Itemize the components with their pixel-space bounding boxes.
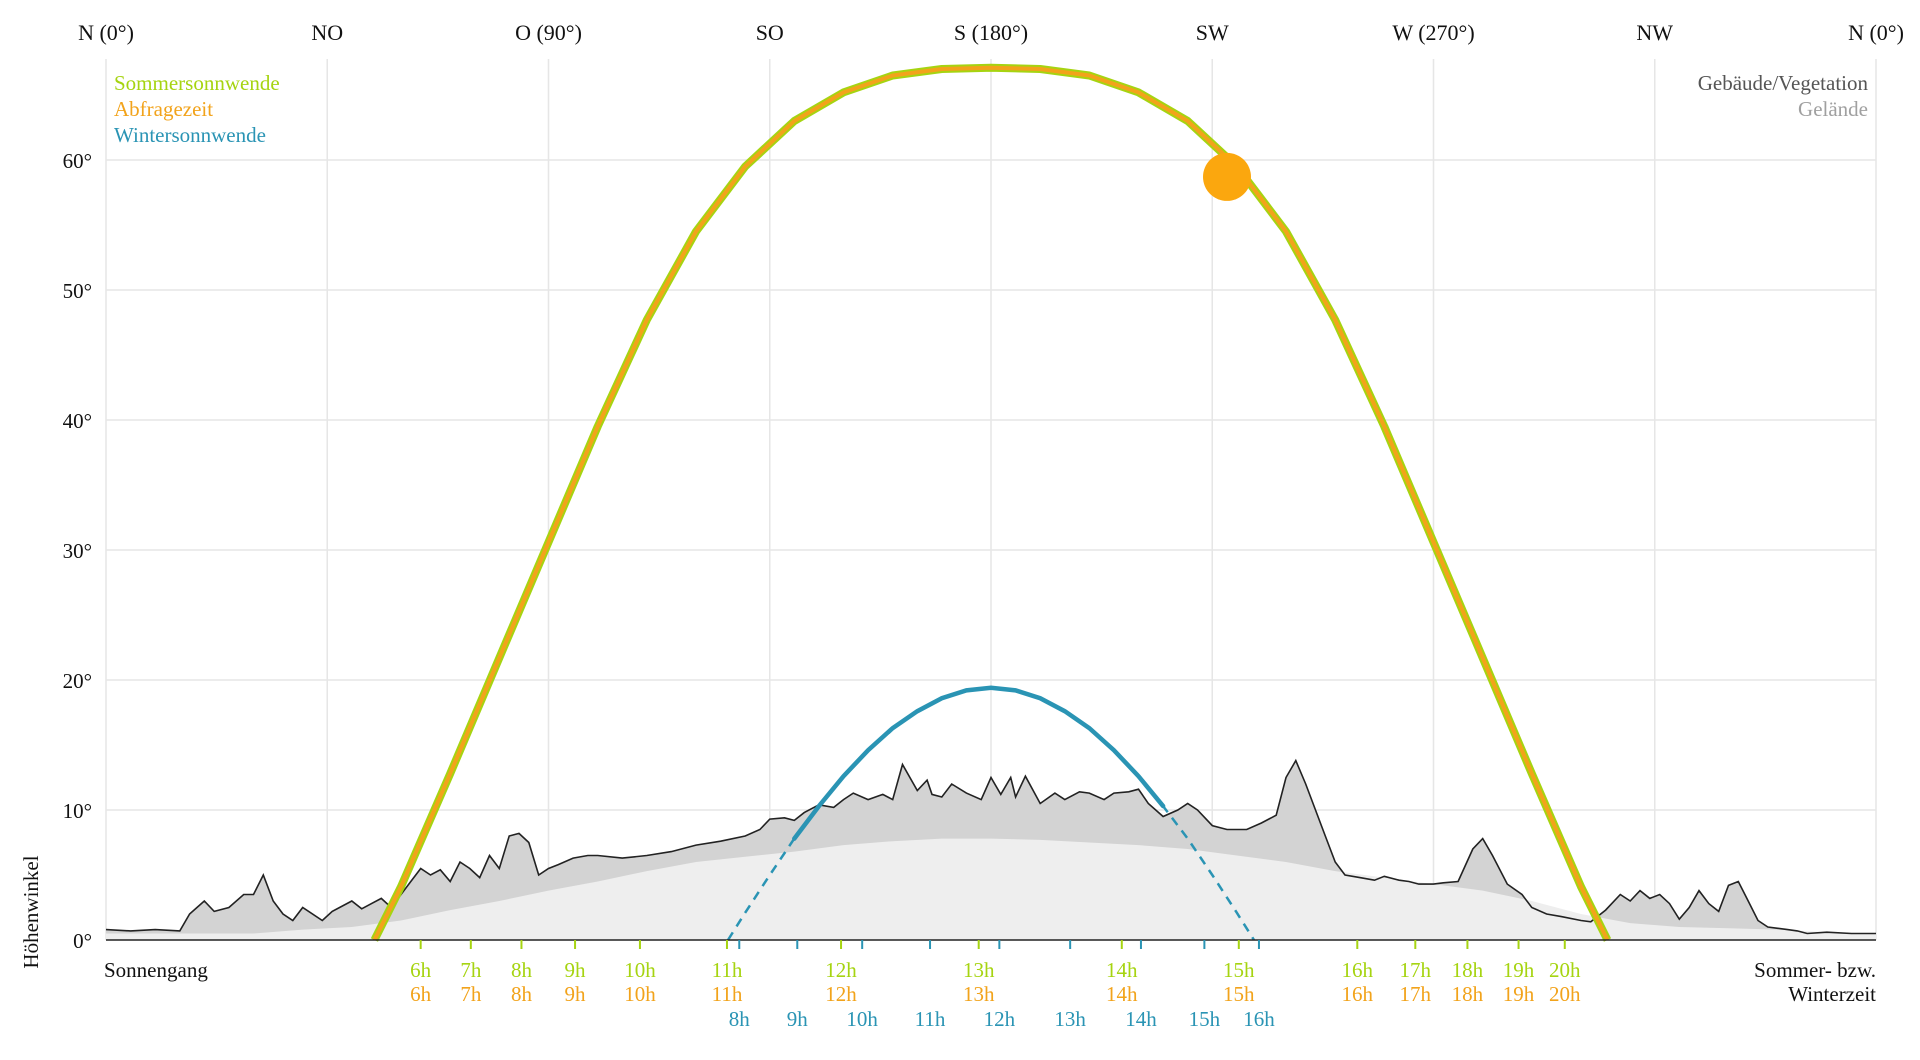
hour-label-query: 6h (410, 982, 432, 1006)
labels-layer: N (0°) NO O (90°) SO S (180°) SW W (270°) NW N (… (63, 20, 1904, 1031)
hour-label-query: 16h (1342, 982, 1374, 1006)
legend-summer: Sommersonnwende (114, 71, 280, 95)
winter-solstice-curve-visible (792, 685, 1166, 841)
legend-obstacles: Gebäude/Vegetation (1698, 71, 1869, 95)
hour-label-summer: 12h (825, 958, 857, 982)
hour-label-query: 18h (1452, 982, 1484, 1006)
direction-label: O (90°) (515, 20, 582, 45)
hour-label-summer: 10h (624, 958, 656, 982)
hour-label-winter: 9h (787, 1007, 809, 1031)
y-tick-label: 40° (63, 409, 92, 433)
hour-label-winter: 11h (915, 1007, 946, 1031)
legend-query: Abfragezeit (114, 97, 213, 121)
hour-label-query: 20h (1549, 982, 1581, 1006)
query-time-curve (372, 65, 1610, 941)
hour-label-summer: 11h (712, 958, 743, 982)
sun-position-marker (1203, 152, 1251, 201)
y-tick-label: 60° (63, 149, 92, 173)
hour-label-summer: 6h (410, 958, 432, 982)
hour-label-winter: 13h (1054, 1007, 1086, 1031)
hour-label-query: 17h (1400, 982, 1432, 1006)
hour-label-winter: 14h (1125, 1007, 1157, 1031)
direction-label: W (270°) (1392, 20, 1474, 45)
legend-terrain: Gelände (1798, 97, 1868, 121)
hour-label-query: 7h (460, 982, 482, 1006)
hour-label-query: 9h (565, 982, 587, 1006)
hour-label-winter: 8h (729, 1007, 751, 1031)
curves-layer (370, 63, 1612, 942)
y-tick-label: 0° (73, 929, 92, 953)
terrain-area (106, 838, 1876, 940)
direction-label: N (0°) (78, 20, 134, 45)
hour-label-summer: 13h (963, 958, 995, 982)
legend-winter: Wintersonnwende (114, 123, 266, 147)
bottom-left-label: Sonnengang (104, 958, 208, 982)
direction-label: SW (1196, 20, 1229, 45)
hour-label-winter: 10h (846, 1007, 878, 1031)
y-tick-label: 10° (63, 799, 92, 823)
direction-label: NO (311, 20, 343, 45)
y-axis-label: Höhenwinkel (19, 855, 43, 968)
hour-label-query: 13h (963, 982, 995, 1006)
hour-label-summer: 18h (1452, 958, 1484, 982)
direction-label: S (180°) (954, 20, 1028, 45)
direction-label: N (0°) (1848, 20, 1904, 45)
y-tick-label: 30° (63, 539, 92, 563)
hour-label-query: 11h (712, 982, 743, 1006)
direction-label: SO (756, 20, 784, 45)
hour-label-summer: 14h (1106, 958, 1138, 982)
ticks-layer (106, 939, 1876, 949)
hour-label-winter: 15h (1189, 1007, 1221, 1031)
direction-label: NW (1636, 20, 1673, 45)
hour-label-summer: 7h (460, 958, 482, 982)
y-tick-label: 20° (63, 669, 92, 693)
hour-label-summer: 9h (565, 958, 587, 982)
hour-label-winter: 12h (984, 1007, 1016, 1031)
hour-label-summer: 19h (1503, 958, 1535, 982)
hour-label-query: 8h (511, 982, 533, 1006)
grid (105, 59, 1877, 940)
hour-label-query: 15h (1223, 982, 1255, 1006)
hour-label-query: 19h (1503, 982, 1535, 1006)
y-tick-label: 50° (63, 279, 92, 303)
hour-label-summer: 17h (1400, 958, 1432, 982)
bottom-right-label-1: Sommer- bzw. (1754, 958, 1876, 982)
hour-label-summer: 20h (1549, 958, 1581, 982)
hour-label-query: 14h (1106, 982, 1138, 1006)
hour-label-summer: 8h (511, 958, 533, 982)
hour-label-summer: 15h (1223, 958, 1255, 982)
bottom-right-label-2: Winterzeit (1788, 982, 1876, 1006)
hour-label-query: 10h (624, 982, 656, 1006)
hour-label-winter: 16h (1243, 1007, 1275, 1031)
hour-label-query: 12h (825, 982, 857, 1006)
hour-label-summer: 16h (1342, 958, 1374, 982)
